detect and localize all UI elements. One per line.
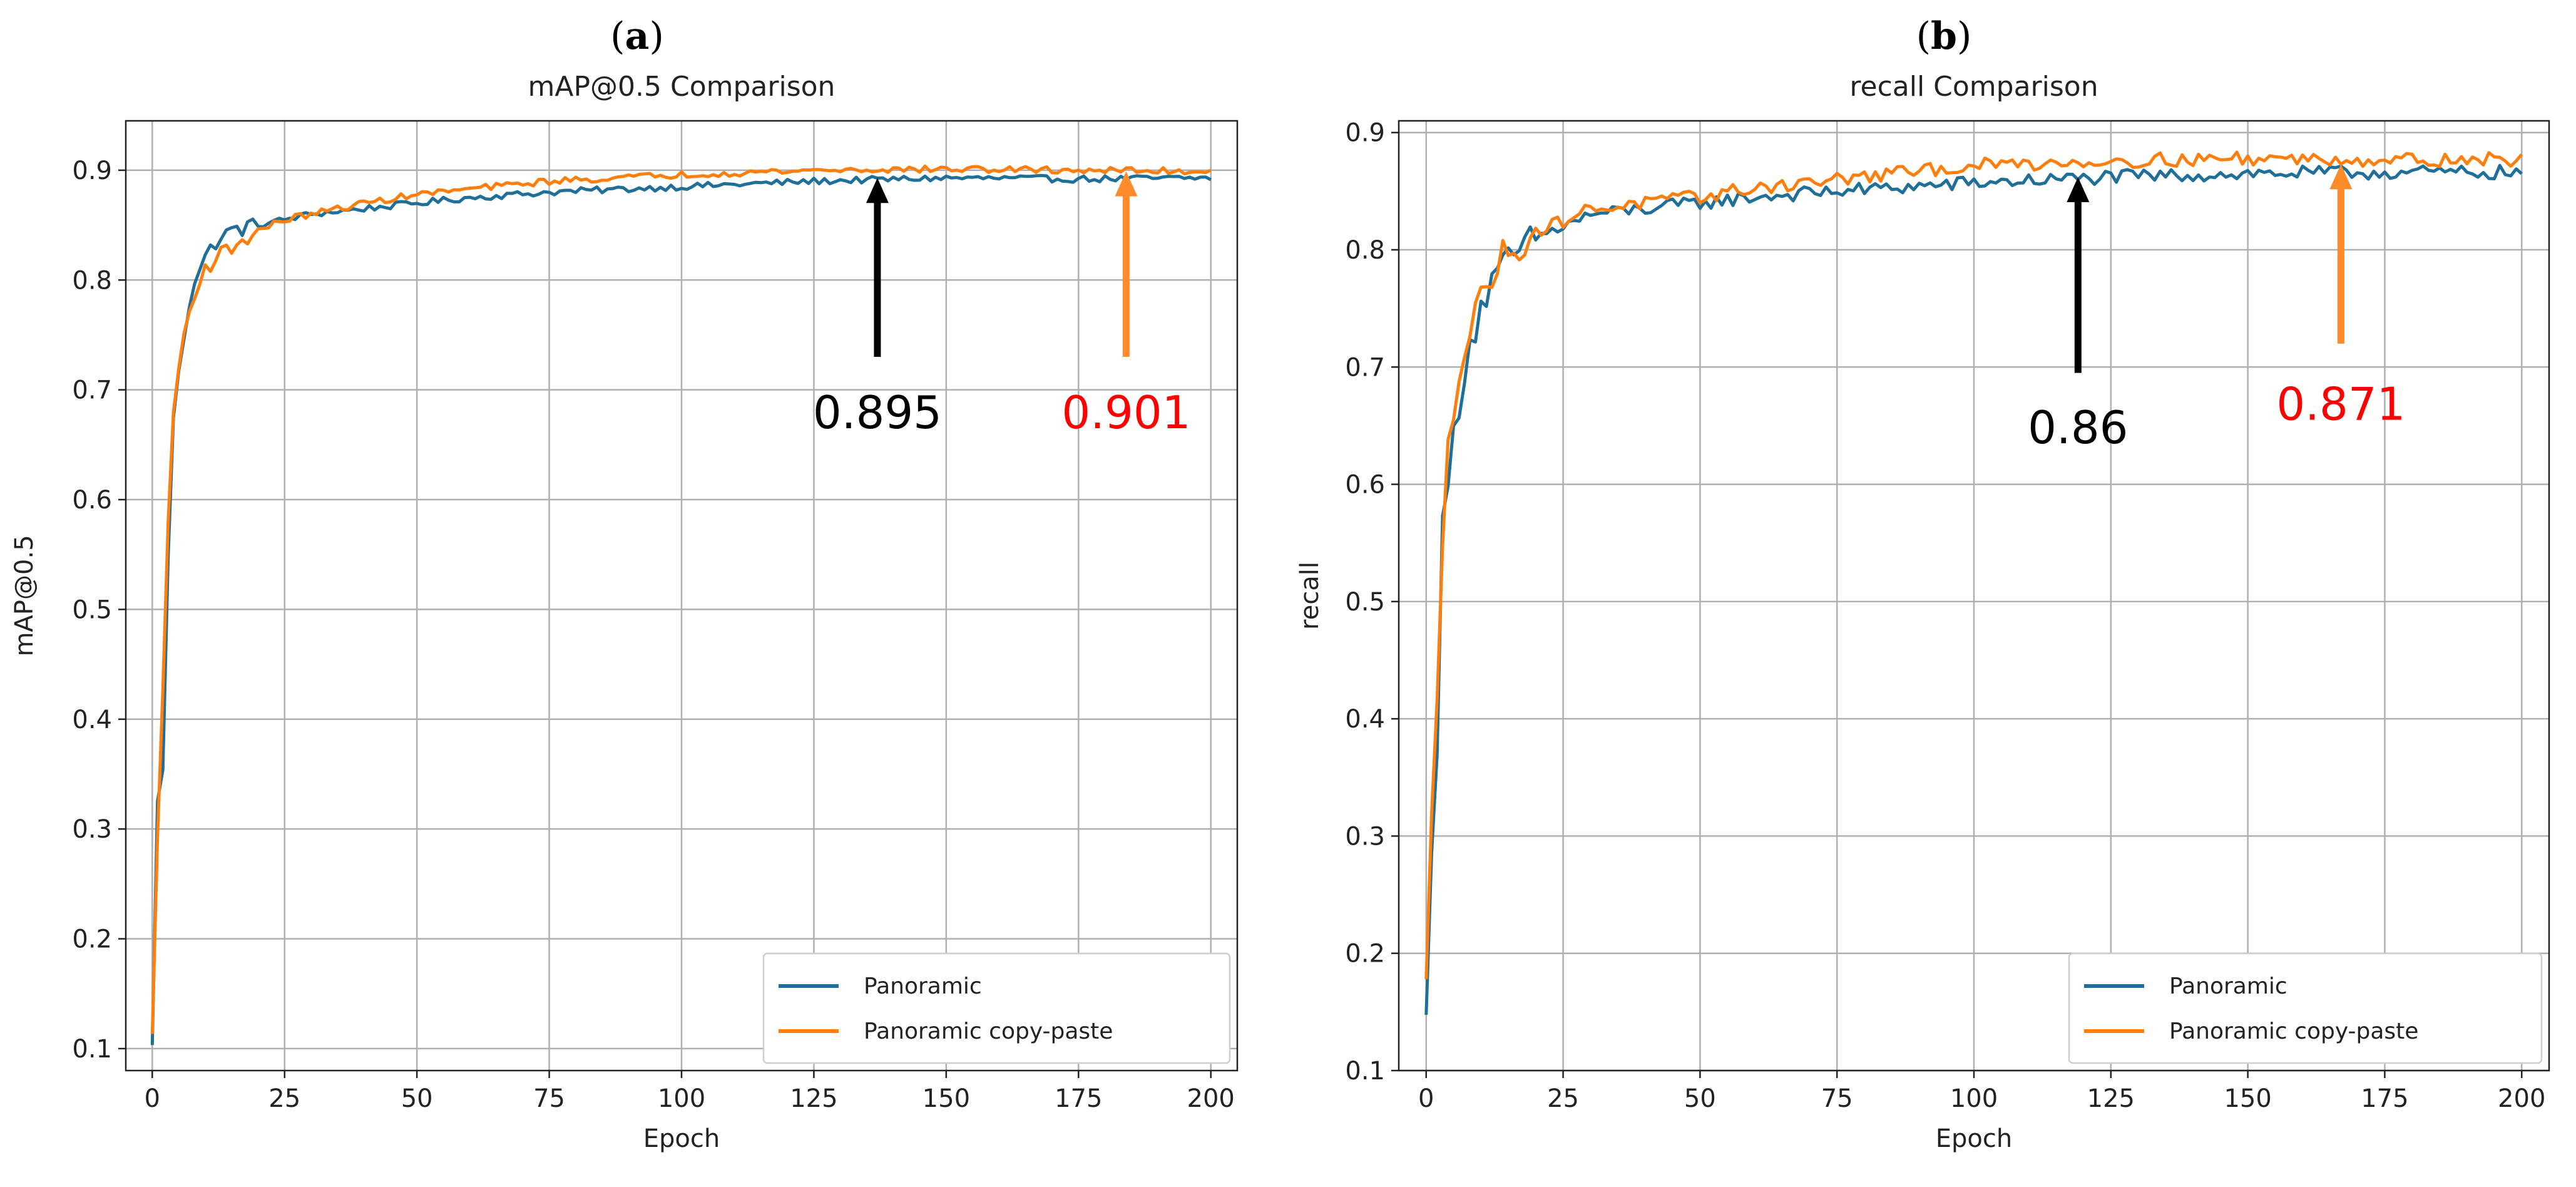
x-tick-label: 100	[1950, 1084, 1998, 1113]
x-tick-label: 200	[2498, 1084, 2545, 1113]
legend-label-panoramic: Panoramic	[864, 974, 982, 999]
series-line-copy-paste	[150, 164, 1212, 1034]
y-tick-label: 0.3	[72, 815, 112, 844]
y-tick-label: 0.6	[72, 486, 112, 515]
x-tick-label: 25	[1547, 1084, 1579, 1113]
x-tick-label: 150	[923, 1084, 970, 1113]
y-axis-label: mAP@0.5	[10, 535, 39, 656]
annotation-label: 0.901	[1061, 386, 1190, 439]
annotation-arrow-head	[1115, 171, 1138, 197]
x-tick-label: 50	[1684, 1084, 1716, 1113]
y-tick-label: 0.8	[72, 266, 112, 295]
x-tick-label: 0	[1418, 1084, 1434, 1113]
x-tick-label: 0	[145, 1084, 160, 1113]
x-tick-label: 125	[2087, 1084, 2135, 1113]
y-tick-label: 0.1	[72, 1035, 112, 1064]
annotation-arrow-head	[2329, 164, 2353, 190]
x-tick-label: 150	[2224, 1084, 2271, 1113]
annotation-label: 0.871	[2276, 378, 2405, 431]
x-axis-label: Epoch	[1936, 1124, 2012, 1153]
series-line-copy-paste	[1424, 150, 2523, 980]
panel-label-open: (	[1916, 14, 1931, 58]
y-tick-label: 0.4	[72, 706, 112, 734]
y-tick-label: 0.1	[1345, 1057, 1385, 1086]
legend-label-panoramic: Panoramic	[2169, 974, 2287, 999]
y-tick-label: 0.2	[1345, 940, 1385, 969]
y-tick-label: 0.2	[72, 925, 112, 954]
x-tick-label: 200	[1187, 1084, 1235, 1113]
chart-panel-a: (a) mAP@0.5 Comparison 0 25 50 75 100 125 150 175…	[10, 14, 1239, 1153]
y-axis-label: recall	[1296, 562, 1324, 630]
panel-label-close: )	[1957, 14, 1971, 58]
x-axis-label: Epoch	[643, 1124, 720, 1153]
legend: Panoramic Panoramic copy-paste	[2068, 952, 2543, 1064]
y-tick-label: 0.3	[1345, 822, 1385, 851]
panel-label-close: )	[649, 14, 663, 58]
legend-label-copy-paste: Panoramic copy-paste	[2169, 1019, 2418, 1044]
panel-label-letter: a	[625, 14, 650, 58]
legend: Panoramic Panoramic copy-paste	[762, 952, 1231, 1064]
x-tick-label: 100	[658, 1084, 705, 1113]
chart-title: recall Comparison	[1849, 71, 2098, 103]
panel-label-letter: b	[1931, 14, 1957, 58]
y-tick-label: 0.5	[72, 595, 112, 624]
chart-title: mAP@0.5 Comparison	[528, 71, 836, 103]
x-tick-label: 50	[401, 1084, 433, 1113]
annotation-label: 0.86	[2028, 401, 2128, 454]
y-tick-label: 0.9	[1345, 119, 1385, 148]
y-tick-label: 0.6	[1345, 471, 1385, 500]
y-tick-label: 0.7	[1345, 353, 1385, 382]
y-tick-label: 0.4	[1345, 705, 1385, 734]
legend-frame	[762, 952, 1231, 1064]
x-tick-label: 75	[533, 1084, 565, 1113]
legend-label-copy-paste: Panoramic copy-paste	[864, 1019, 1113, 1044]
annotation-arrow-head	[2067, 177, 2090, 202]
legend-frame	[2068, 952, 2543, 1064]
x-tick-label: 25	[268, 1084, 300, 1113]
plot-frame	[125, 120, 1239, 1072]
x-tick-label: 175	[2361, 1084, 2408, 1113]
chart-panel-b: (b) recall Comparison 0 25 50 75 100 125 150 175 2…	[1296, 14, 2550, 1153]
annotation-label: 0.895	[813, 386, 942, 439]
y-tick-label: 0.7	[72, 376, 112, 405]
x-tick-label: 75	[1821, 1084, 1853, 1113]
x-tick-label: 125	[790, 1084, 837, 1113]
panel-label: (a)	[610, 14, 664, 58]
panel-label: (b)	[1916, 14, 1972, 58]
annotation-arrow-head	[866, 178, 889, 203]
panel-label-open: (	[610, 14, 625, 58]
x-tick-label: 175	[1055, 1084, 1102, 1113]
y-tick-label: 0.5	[1345, 588, 1385, 617]
y-tick-label: 0.9	[72, 157, 112, 185]
plot-frame	[1398, 120, 2550, 1072]
y-tick-label: 0.8	[1345, 236, 1385, 265]
